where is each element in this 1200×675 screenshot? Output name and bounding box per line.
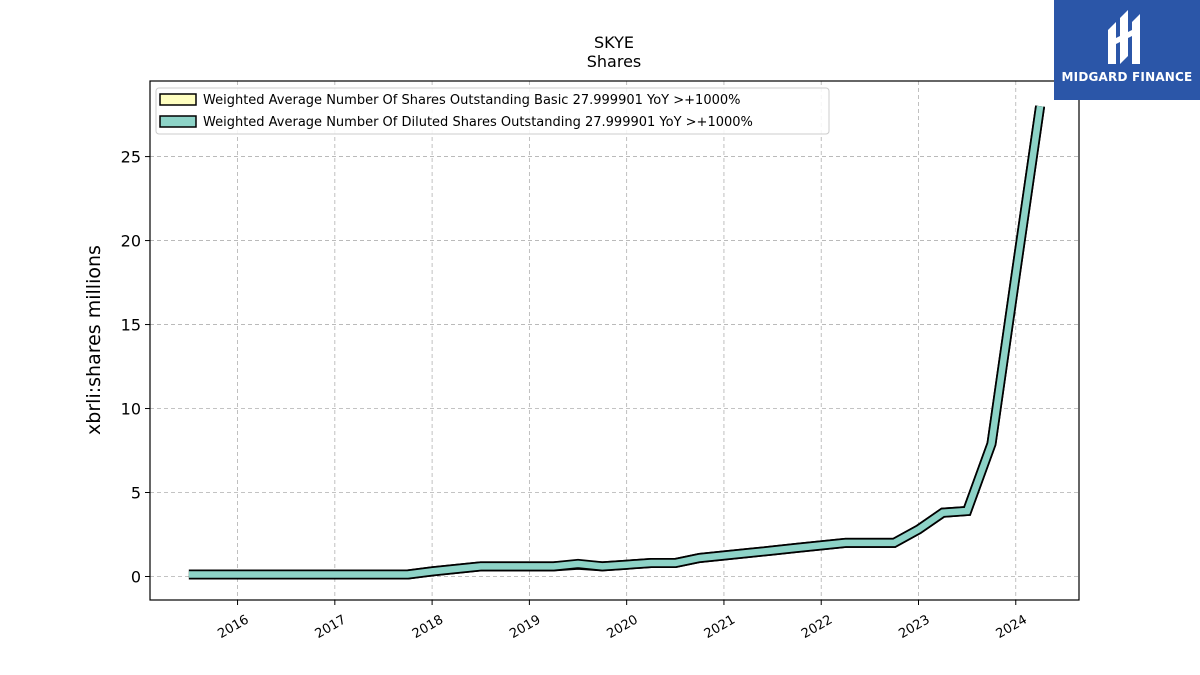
- midgard-logo: MIDGARD FINANCE: [1054, 0, 1200, 100]
- x-axis: 2016 2017 2018 2019 2020 2021 2022 2023 2024: [215, 600, 1030, 642]
- legend-label-basic: Weighted Average Number Of Shares Outsta…: [203, 93, 740, 108]
- y-tick-label: 25: [121, 148, 141, 167]
- legend-label-diluted: Weighted Average Number Of Diluted Share…: [203, 115, 753, 130]
- x-tick-label: 2019: [507, 612, 543, 642]
- legend-swatch-diluted: [159, 115, 197, 128]
- chart-subtitle: Shares: [587, 52, 642, 71]
- chart-title: SKYE: [594, 33, 634, 52]
- x-tick-label: 2016: [215, 612, 251, 642]
- x-tick-label: 2020: [604, 612, 640, 642]
- x-tick-label: 2023: [896, 612, 932, 642]
- plot-series: [188, 105, 1046, 580]
- legend-box: [155, 87, 830, 135]
- x-tick-label: 2022: [799, 612, 835, 642]
- grid: [150, 81, 1079, 600]
- y-tick-label: 20: [121, 232, 141, 251]
- y-tick-label: 15: [121, 316, 141, 335]
- legend-swatch-basic: [159, 93, 197, 106]
- series-line-basic-outline: [188, 105, 1046, 580]
- series-line-diluted-outline: [188, 105, 1046, 580]
- x-tick-label: 2024: [994, 612, 1030, 642]
- y-axis: 0 5 10 15 20 25: [121, 148, 150, 586]
- x-tick-label: 2021: [702, 612, 738, 642]
- series-line-diluted: [188, 105, 1044, 578]
- x-tick-label: 2017: [313, 612, 349, 642]
- legend: Weighted Average Number Of Shares Outsta…: [155, 87, 830, 135]
- x-tick-label: 2018: [410, 612, 446, 642]
- midgard-logo-icon: [1108, 10, 1140, 64]
- y-tick-label: 5: [131, 484, 141, 503]
- y-tick-label: 10: [121, 400, 141, 419]
- logo-text: MIDGARD FINANCE: [1061, 70, 1193, 84]
- plot-frame: [149, 80, 1080, 601]
- y-tick-label: 0: [131, 567, 141, 586]
- y-axis-label: xbrli:shares millions: [83, 245, 105, 435]
- series-line-basic: [188, 105, 1044, 578]
